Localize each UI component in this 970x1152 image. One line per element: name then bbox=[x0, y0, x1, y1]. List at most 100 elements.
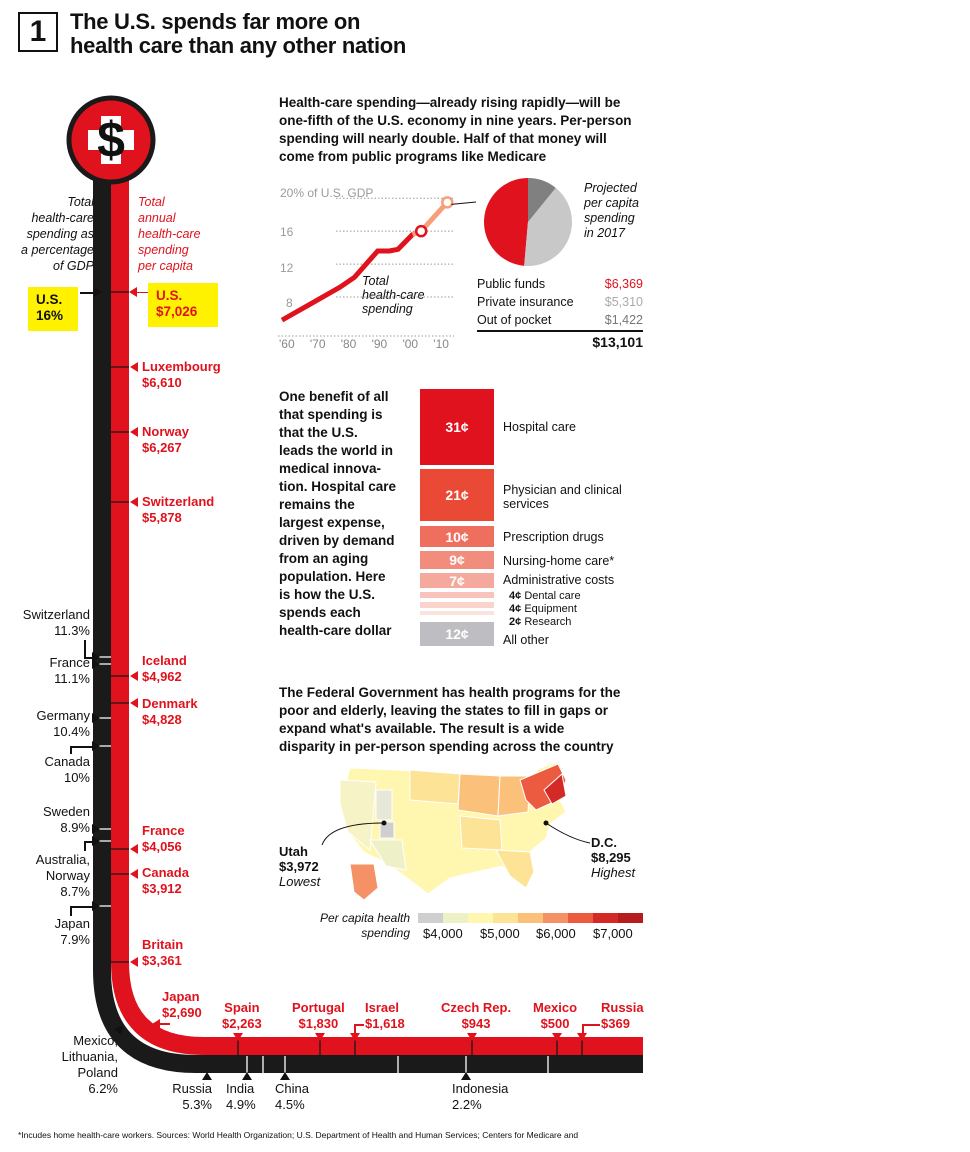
capita-label-canada: Canada $3,912 bbox=[142, 865, 189, 896]
legend-swatch bbox=[543, 913, 568, 923]
projection-total: $13,101 bbox=[592, 334, 643, 350]
projection-caption: Projected per capita spending in 2017 bbox=[584, 181, 639, 240]
gdp-label-switzerland: Switzerland 11.3% bbox=[22, 607, 90, 638]
capita-label-switzerland: Switzerland $5,878 bbox=[142, 494, 215, 525]
legend-tick-4000: $4,000 bbox=[423, 926, 463, 941]
dollar-sign-icon: $ bbox=[97, 112, 125, 168]
headline-line-2: health care than any other nation bbox=[70, 33, 407, 58]
gdp-caption: Total health-care spending as a percentage o… bbox=[21, 195, 94, 273]
total-divider bbox=[477, 330, 643, 332]
legend-swatch bbox=[593, 913, 618, 923]
pie-slice-public bbox=[483, 178, 528, 266]
row-private-insurance: Private insurance $5,310 bbox=[477, 295, 643, 309]
dollar-bar-nursing: 9¢ bbox=[420, 551, 494, 569]
y-tick-20: 20% of U.S. GDP bbox=[280, 186, 374, 200]
headline-line-1: The U.S. spends far more on bbox=[70, 9, 361, 34]
y-tick-8: 8 bbox=[286, 296, 293, 310]
line-label: Total health-care spending bbox=[362, 274, 425, 316]
legend-tick-5000: $5,000 bbox=[480, 926, 520, 941]
legend-swatch bbox=[618, 913, 643, 923]
capita-label-luxembourg: Luxembourg $6,610 bbox=[142, 359, 221, 390]
gdp-label-australia-norway: Australia, Norway 8.7% bbox=[35, 852, 90, 899]
capita-label-mexico: Mexico $500 bbox=[533, 1000, 578, 1031]
gdp-label-russia: Russia 5.3% bbox=[172, 1081, 212, 1112]
gdp-label-indonesia: Indonesia 2.2% bbox=[452, 1081, 509, 1112]
dollar-label-nursing: Nursing-home care* bbox=[503, 554, 615, 568]
line-point-projected bbox=[441, 196, 454, 209]
gdp-label-germany: Germany 10.4% bbox=[36, 708, 90, 739]
utah-callout: Utah $3,972 Lowest bbox=[279, 844, 321, 889]
dollar-bar-drugs: 10¢ bbox=[420, 526, 494, 547]
capita-caption: Total annual health-care spending per capita bbox=[138, 195, 201, 273]
dollar-label-dental: 4¢ Dental care bbox=[509, 590, 581, 602]
dollar-bar-research bbox=[420, 611, 494, 615]
dollar-bar-hospital: 31¢ bbox=[420, 389, 494, 465]
row-out-of-pocket: Out of pocket $1,422 bbox=[477, 313, 643, 327]
gdp-label-japan: Japan 7.9% bbox=[54, 916, 90, 947]
dollar-label-other: All other bbox=[503, 633, 549, 647]
map-callouts bbox=[321, 820, 591, 846]
capita-label-russia: Russia $369 bbox=[601, 1000, 644, 1031]
row-public-funds: Public funds $6,369 bbox=[477, 277, 643, 291]
capita-label-portugal: Portugal $1,830 bbox=[292, 1000, 345, 1031]
dollar-bar-dental bbox=[420, 592, 494, 598]
us-capita-highlight: U.S. $7,026 bbox=[148, 283, 218, 327]
gdp-line-chart bbox=[278, 196, 476, 337]
capita-label-france: France $4,056 bbox=[142, 823, 185, 854]
legend-swatch bbox=[418, 913, 443, 923]
capita-label-britain: Britain $3,361 bbox=[142, 937, 184, 968]
legend-scale bbox=[418, 913, 643, 923]
gdp-label-canada: Canada 10% bbox=[44, 754, 90, 785]
gdp-label-mexico-lithuania-poland: Mexico, Lithuania, Poland 6.2% bbox=[61, 1033, 118, 1096]
legend-swatch bbox=[568, 913, 593, 923]
dollar-bar-equipment bbox=[420, 602, 494, 608]
headline: The U.S. spends far more on health care … bbox=[70, 10, 406, 58]
legend-tick-6000: $6,000 bbox=[536, 926, 576, 941]
gdp-label-france: France 11.1% bbox=[49, 655, 90, 686]
dollar-bar-admin: 7¢ bbox=[420, 573, 494, 589]
dc-callout: D.C. $8,295 Highest bbox=[591, 835, 636, 880]
capita-label-japan: Japan $2,690 bbox=[162, 989, 202, 1020]
footnote: *Incudes home health-care workers. Sourc… bbox=[18, 1130, 579, 1140]
dollar-label-equipment: 4¢ Equipment bbox=[509, 603, 577, 615]
y-tick-12: 12 bbox=[280, 261, 294, 275]
map-intro: The Federal Government has health progra… bbox=[279, 685, 621, 754]
legend-title: Per capita health spending bbox=[319, 911, 410, 940]
gdp-label-india: India 4.9% bbox=[226, 1081, 256, 1112]
line-point-current bbox=[414, 224, 428, 238]
gdp-intro: Health-care spending—already rising rapi… bbox=[279, 95, 632, 164]
capita-bar bbox=[111, 150, 643, 1055]
legend-swatch bbox=[468, 913, 493, 923]
gdp-label-sweden: Sweden 8.9% bbox=[43, 804, 90, 835]
us-state-map bbox=[339, 761, 567, 901]
dollar-label-hospital: Hospital care bbox=[503, 420, 576, 434]
capita-label-czech: Czech Rep. $943 bbox=[441, 1000, 512, 1031]
dollar-label-research: 2¢ Research bbox=[509, 616, 572, 628]
capita-label-israel: Israel $1,618 bbox=[365, 1000, 405, 1031]
pie-slice-private bbox=[524, 187, 572, 266]
dollar-bar-physician: 21¢ bbox=[420, 469, 494, 521]
dollar-intro: One benefit of all that spending is that t… bbox=[279, 389, 397, 638]
gdp-bar bbox=[93, 150, 643, 1073]
capita-label-spain: Spain $2,263 bbox=[222, 1000, 262, 1031]
capita-label-iceland: Iceland $4,962 bbox=[142, 653, 187, 684]
capita-label-denmark: Denmark $4,828 bbox=[142, 696, 198, 727]
y-tick-16: 16 bbox=[280, 225, 294, 239]
us-gdp-highlight: U.S. 16% bbox=[28, 287, 78, 331]
capita-label-norway: Norway $6,267 bbox=[142, 424, 189, 455]
dollar-label-physician: Physician and clinical services bbox=[503, 483, 622, 511]
dollar-bar-other: 12¢ bbox=[420, 622, 494, 646]
legend-swatch bbox=[518, 913, 543, 923]
pie-pointer bbox=[451, 201, 476, 205]
gdp-label-china: China 4.5% bbox=[275, 1081, 309, 1112]
dollar-label-drugs: Prescription drugs bbox=[503, 530, 604, 544]
projection-pie bbox=[483, 178, 572, 266]
line-series-actual bbox=[280, 228, 423, 323]
legend-tick-7000: $7,000 bbox=[593, 926, 633, 941]
legend-swatch bbox=[443, 913, 468, 923]
dollar-label-admin: Administrative costs bbox=[503, 573, 615, 587]
legend-swatch bbox=[493, 913, 518, 923]
x-ticks: '60'70'80'90'00'10 bbox=[279, 337, 449, 351]
pie-slice-pocket bbox=[528, 178, 556, 222]
